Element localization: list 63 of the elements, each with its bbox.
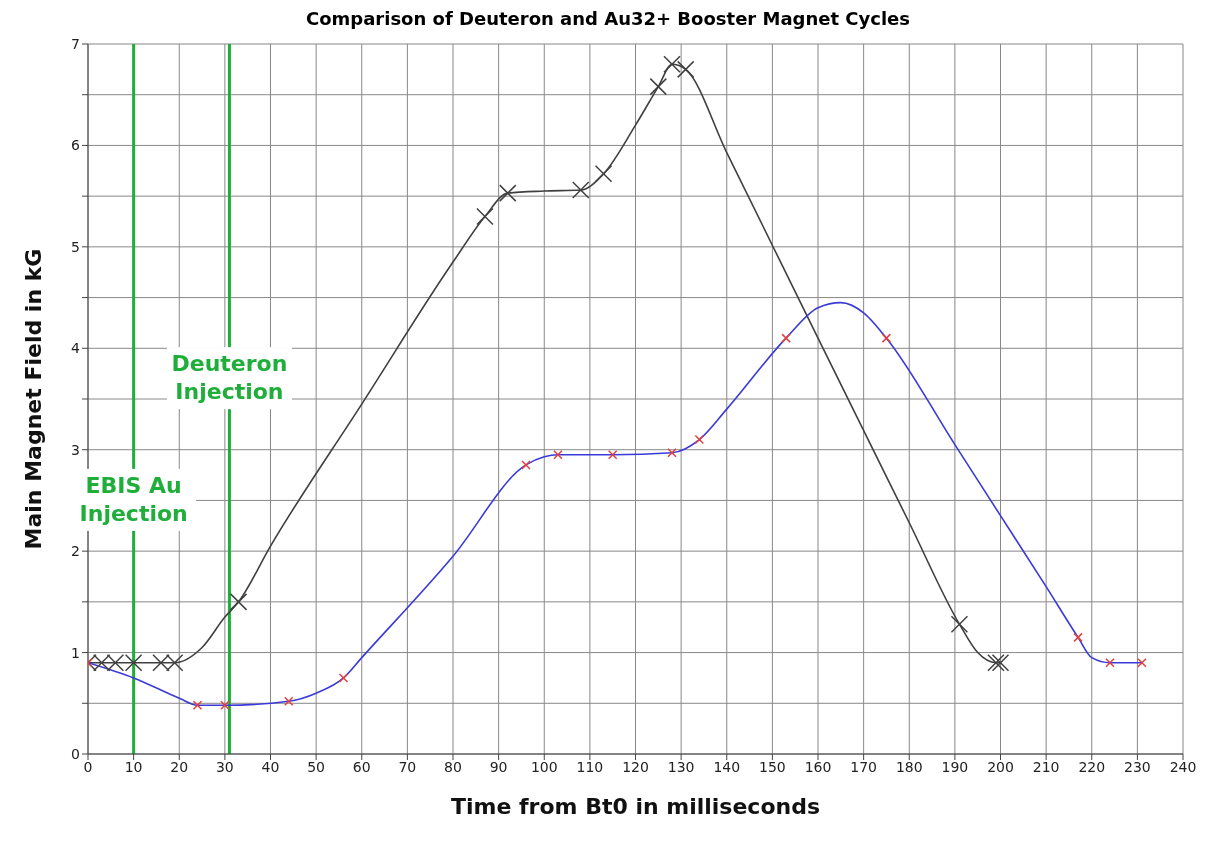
x-tick-label: 30 <box>215 758 234 775</box>
y-tick-label: 5 <box>71 238 80 255</box>
x-tick-label: 120 <box>622 758 649 775</box>
point <box>881 333 892 343</box>
x-tick-label: 210 <box>1032 758 1060 775</box>
point <box>1105 657 1115 668</box>
point <box>694 434 705 445</box>
point <box>781 333 791 343</box>
y-tick-label: 7 <box>71 35 80 52</box>
x-tick-label: 200 <box>987 758 1014 775</box>
point <box>192 700 203 711</box>
point <box>476 207 494 226</box>
x-axis-title: Time from Bt0 in milliseconds <box>450 794 821 819</box>
x-tick-label: 150 <box>759 758 786 775</box>
y-tick-label: 1 <box>71 644 80 661</box>
y-axis-title: Main Magnet Field in kG <box>20 248 46 550</box>
x-tick-label: 20 <box>170 758 189 775</box>
x-tick-label: 170 <box>850 758 877 775</box>
point <box>649 77 668 96</box>
x-tick-label: 90 <box>489 758 508 775</box>
point <box>594 165 613 183</box>
point <box>607 450 618 460</box>
x-tick-label: 140 <box>713 758 741 775</box>
x-tick-label: 0 <box>83 758 93 775</box>
x-tick-label: 80 <box>444 758 462 775</box>
point <box>553 450 563 460</box>
point <box>220 700 230 711</box>
x-tick-label: 10 <box>124 758 143 775</box>
point <box>338 673 349 683</box>
x-tick-label: 130 <box>667 758 695 775</box>
y-tick-label: 4 <box>71 340 81 357</box>
x-tick-label: 190 <box>941 758 969 775</box>
annotation: EBIS Au Injection <box>79 472 188 526</box>
point <box>987 653 1005 672</box>
x-tick-label: 40 <box>261 758 280 775</box>
x-tick-label: 160 <box>804 758 832 775</box>
chart-title: Comparison of Deuteron and Au32+ Booster Magnet Cycles <box>304 8 912 31</box>
point <box>229 593 248 611</box>
y-tick-label: 3 <box>71 441 80 458</box>
x-tick-label: 180 <box>895 758 923 775</box>
point <box>499 184 517 202</box>
annotation: Deuteron Injection <box>171 351 288 405</box>
x-tick-label: 60 <box>352 758 371 775</box>
x-tick-label: 230 <box>1124 758 1151 775</box>
point <box>663 55 681 74</box>
point <box>521 460 531 470</box>
point <box>1073 632 1083 643</box>
y-tick-label: 6 <box>71 137 81 154</box>
x-tick-label: 70 <box>398 758 417 775</box>
x-tick-label: 100 <box>530 758 558 775</box>
point <box>572 181 590 199</box>
y-tick-label: 0 <box>71 745 80 762</box>
point <box>950 615 969 633</box>
point <box>676 60 695 79</box>
point <box>991 653 1010 672</box>
x-tick-label: 110 <box>576 758 604 775</box>
point <box>1137 657 1147 668</box>
x-tick-label: 220 <box>1078 758 1106 775</box>
y-tick-label: 2 <box>71 543 80 560</box>
x-tick-label: 240 <box>1169 758 1197 775</box>
point <box>284 696 294 707</box>
x-tick-label: 50 <box>307 758 326 775</box>
point <box>667 448 677 458</box>
